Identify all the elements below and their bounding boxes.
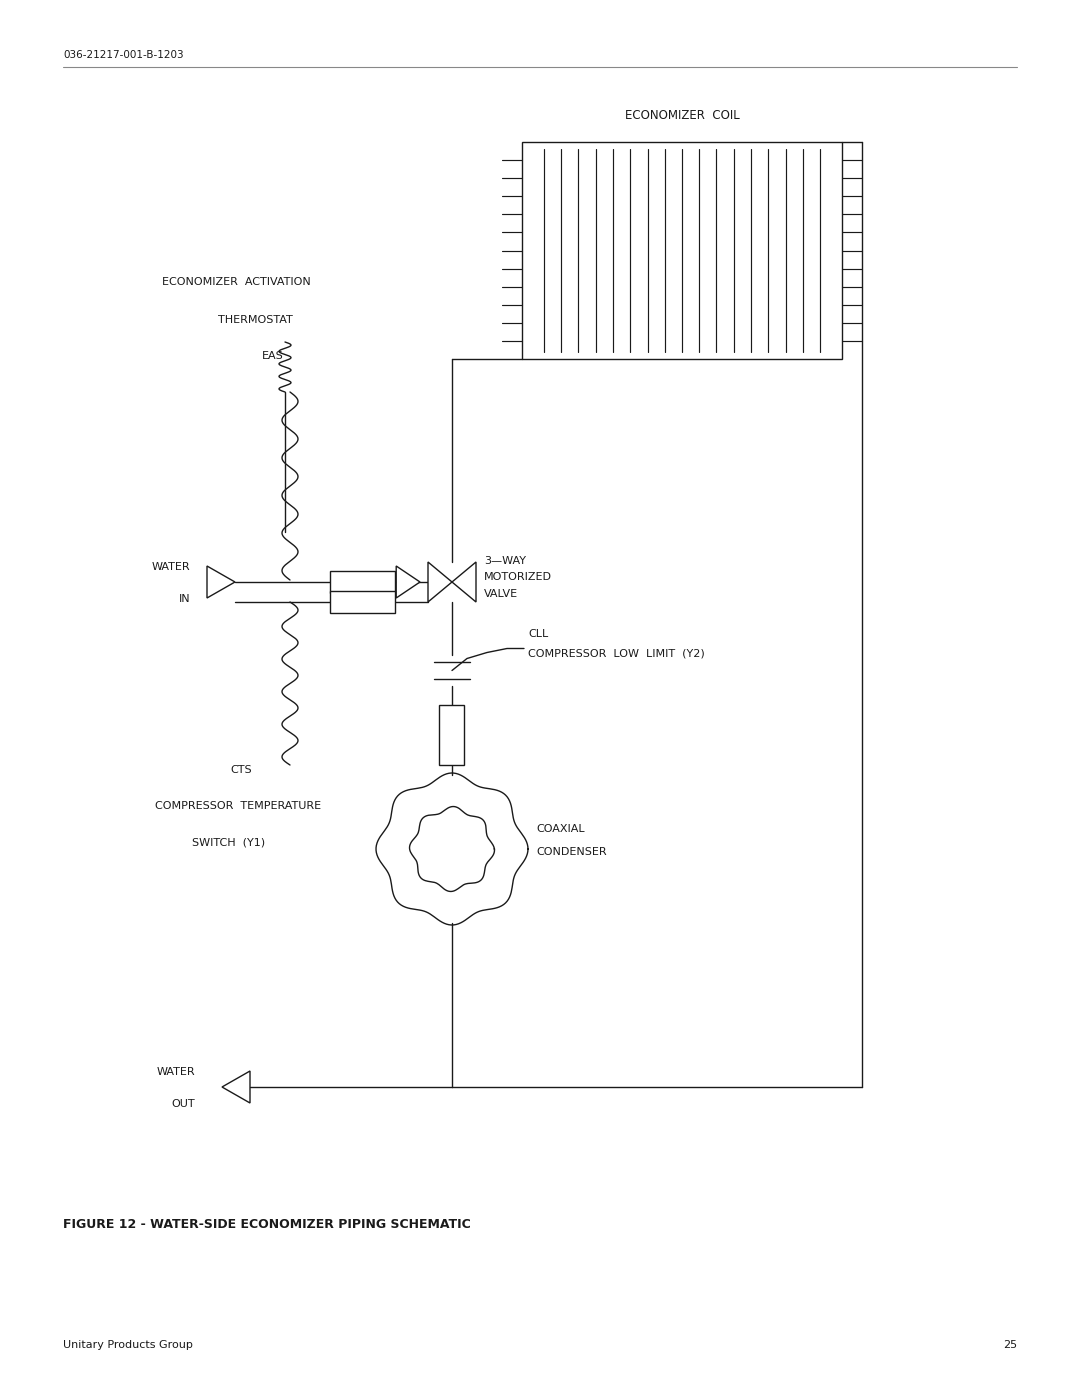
Polygon shape <box>207 566 235 598</box>
Text: 3—WAY: 3—WAY <box>484 556 526 566</box>
Text: ECONOMIZER  COIL: ECONOMIZER COIL <box>624 109 740 122</box>
Text: COMPRESSOR  LOW  LIMIT  (Y2): COMPRESSOR LOW LIMIT (Y2) <box>528 648 705 658</box>
Text: FIGURE 12 - WATER-SIDE ECONOMIZER PIPING SCHEMATIC: FIGURE 12 - WATER-SIDE ECONOMIZER PIPING… <box>63 1218 471 1232</box>
Polygon shape <box>453 562 476 602</box>
Text: 036-21217-001-B-1203: 036-21217-001-B-1203 <box>63 50 184 60</box>
Text: MOTORIZED: MOTORIZED <box>484 571 552 583</box>
Text: EAS: EAS <box>262 351 284 360</box>
Text: CLL: CLL <box>528 629 549 638</box>
Bar <box>522 142 842 359</box>
Polygon shape <box>222 1071 249 1104</box>
Text: WATER: WATER <box>157 1067 195 1077</box>
Text: SWITCH  (Y1): SWITCH (Y1) <box>192 837 265 847</box>
Text: IN: IN <box>178 594 190 604</box>
Text: ECONOMIZER  ACTIVATION: ECONOMIZER ACTIVATION <box>162 277 311 286</box>
Bar <box>330 571 395 592</box>
Text: 25: 25 <box>1003 1340 1017 1350</box>
Polygon shape <box>396 566 420 598</box>
Polygon shape <box>428 562 453 602</box>
Text: WATER: WATER <box>151 562 190 571</box>
Text: Unitary Products Group: Unitary Products Group <box>63 1340 193 1350</box>
Text: COMPRESSOR  TEMPERATURE: COMPRESSOR TEMPERATURE <box>156 800 321 812</box>
Bar <box>330 591 395 613</box>
Bar <box>440 705 464 766</box>
Text: COAXIAL: COAXIAL <box>536 824 584 834</box>
Text: CONDENSER: CONDENSER <box>536 847 607 856</box>
Text: THERMOSTAT: THERMOSTAT <box>218 314 293 326</box>
Text: OUT: OUT <box>172 1099 195 1109</box>
Text: CTS: CTS <box>230 766 252 775</box>
Text: VALVE: VALVE <box>484 590 518 599</box>
